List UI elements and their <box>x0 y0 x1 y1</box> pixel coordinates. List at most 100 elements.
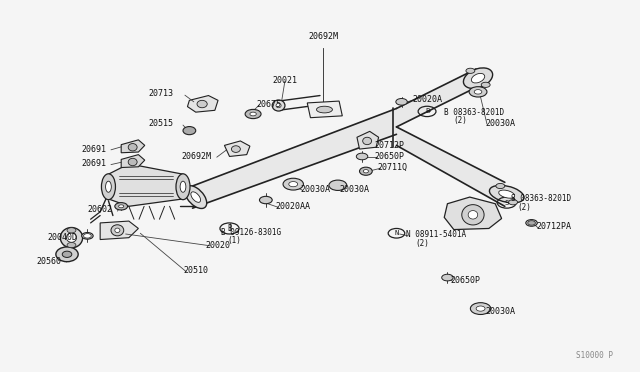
Polygon shape <box>307 101 342 118</box>
Text: N 08911-5401A: N 08911-5401A <box>406 230 466 239</box>
Ellipse shape <box>56 247 78 262</box>
Text: S10000 P: S10000 P <box>576 350 613 359</box>
Ellipse shape <box>67 233 77 242</box>
Circle shape <box>283 178 303 190</box>
Polygon shape <box>100 221 138 240</box>
Text: (2): (2) <box>518 203 531 212</box>
Circle shape <box>496 183 505 189</box>
Text: 20675: 20675 <box>256 100 281 109</box>
Text: 20030A: 20030A <box>486 307 516 316</box>
Text: 20510: 20510 <box>183 266 208 275</box>
Text: 20030A: 20030A <box>486 119 516 128</box>
Ellipse shape <box>185 186 207 208</box>
Circle shape <box>474 90 482 94</box>
Text: 20020: 20020 <box>205 241 230 250</box>
Text: B: B <box>425 108 429 115</box>
Ellipse shape <box>468 211 477 219</box>
Ellipse shape <box>128 158 137 166</box>
Text: 20691: 20691 <box>81 145 106 154</box>
Text: 20691: 20691 <box>81 159 106 169</box>
Circle shape <box>329 180 347 190</box>
Text: 20560: 20560 <box>37 257 62 266</box>
Text: B 08363-8201D: B 08363-8201D <box>444 108 504 117</box>
Ellipse shape <box>462 205 484 225</box>
Circle shape <box>115 203 127 210</box>
Text: 20020A: 20020A <box>412 95 442 104</box>
Text: 20650P: 20650P <box>451 276 481 285</box>
Ellipse shape <box>250 112 256 116</box>
Ellipse shape <box>183 126 196 135</box>
Polygon shape <box>121 140 145 153</box>
Circle shape <box>67 243 76 248</box>
Ellipse shape <box>191 192 200 202</box>
Text: 20711Q: 20711Q <box>378 163 407 172</box>
Text: B: B <box>227 224 232 233</box>
Text: 20692M: 20692M <box>182 152 212 161</box>
Text: (2): (2) <box>454 116 468 125</box>
Polygon shape <box>193 109 396 208</box>
Polygon shape <box>396 69 476 127</box>
Ellipse shape <box>115 228 120 232</box>
Text: 20040D: 20040D <box>48 233 78 242</box>
Ellipse shape <box>245 109 261 119</box>
Ellipse shape <box>317 106 332 113</box>
Circle shape <box>356 153 368 160</box>
Polygon shape <box>357 131 379 149</box>
Circle shape <box>528 221 536 225</box>
Circle shape <box>476 306 485 311</box>
Text: 20713: 20713 <box>148 89 173 98</box>
Ellipse shape <box>272 100 285 111</box>
Polygon shape <box>108 164 183 206</box>
Text: (2): (2) <box>415 239 429 248</box>
Text: B 09126-8301G: B 09126-8301G <box>221 228 282 237</box>
Ellipse shape <box>364 170 369 173</box>
Ellipse shape <box>128 144 137 151</box>
Circle shape <box>466 68 475 73</box>
Polygon shape <box>396 127 505 206</box>
Text: 20030A: 20030A <box>301 185 331 194</box>
Text: 20712PA: 20712PA <box>537 222 572 231</box>
Circle shape <box>118 205 124 208</box>
Ellipse shape <box>60 228 83 248</box>
Text: 20602: 20602 <box>88 205 113 215</box>
Ellipse shape <box>526 219 538 226</box>
Text: 20692M: 20692M <box>308 32 338 41</box>
Ellipse shape <box>499 190 515 198</box>
Ellipse shape <box>111 225 124 236</box>
Circle shape <box>509 200 518 205</box>
Circle shape <box>259 196 272 204</box>
Ellipse shape <box>360 167 372 175</box>
Text: 20030A: 20030A <box>339 185 369 194</box>
Ellipse shape <box>276 103 281 108</box>
Ellipse shape <box>180 181 186 192</box>
Ellipse shape <box>106 181 111 192</box>
Ellipse shape <box>82 232 93 239</box>
Text: 20020AA: 20020AA <box>275 202 310 211</box>
Text: 20650P: 20650P <box>374 152 404 161</box>
Text: N: N <box>394 230 399 236</box>
Text: 20712P: 20712P <box>374 141 404 150</box>
Circle shape <box>469 87 487 97</box>
Text: 20021: 20021 <box>273 76 298 85</box>
Ellipse shape <box>197 100 207 108</box>
Circle shape <box>442 274 453 281</box>
Ellipse shape <box>62 251 72 257</box>
Text: S: S <box>504 200 509 206</box>
Ellipse shape <box>363 137 372 145</box>
Ellipse shape <box>101 174 115 200</box>
Ellipse shape <box>463 68 493 89</box>
Text: (1): (1) <box>228 236 241 245</box>
Circle shape <box>396 99 407 105</box>
Circle shape <box>481 82 490 87</box>
Circle shape <box>67 228 76 233</box>
Polygon shape <box>121 155 145 167</box>
Text: 20515: 20515 <box>148 119 173 128</box>
Circle shape <box>470 303 491 314</box>
Circle shape <box>84 234 92 238</box>
Ellipse shape <box>490 185 524 203</box>
Circle shape <box>289 182 298 187</box>
Ellipse shape <box>232 146 241 153</box>
Text: S 08363-8201D: S 08363-8201D <box>511 195 572 203</box>
Polygon shape <box>225 141 250 157</box>
Ellipse shape <box>176 174 190 200</box>
